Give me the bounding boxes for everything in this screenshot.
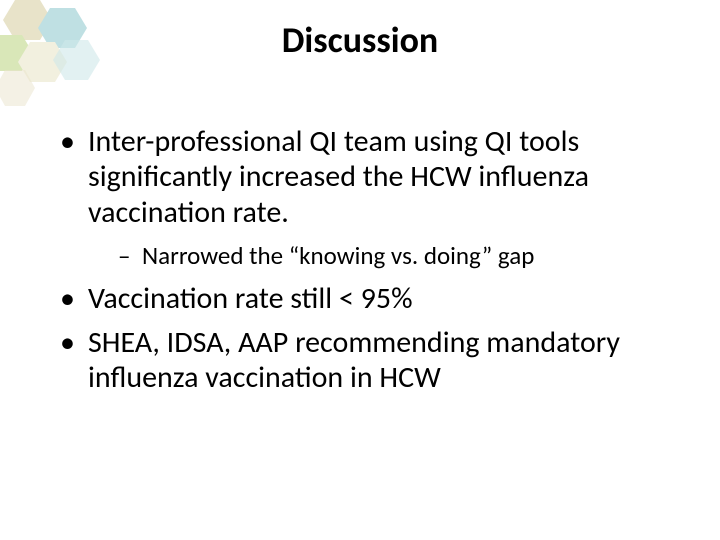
bullet-item: Inter-professional QI team using QI tool… bbox=[60, 124, 680, 271]
bullet-item: Vaccination rate still < 95% bbox=[60, 281, 680, 316]
bullet-text: Vaccination rate still < 95% bbox=[88, 280, 413, 317]
bullet-list: Inter-professional QI team using QI tool… bbox=[40, 124, 680, 396]
bullet-item: SHEA, IDSA, AAP recommending mandatory i… bbox=[60, 325, 680, 396]
slide: Discussion Inter-professional QI team us… bbox=[0, 0, 720, 540]
bullet-text: Inter-professional QI team using QI tool… bbox=[88, 123, 589, 231]
sub-bullet-item: Narrowed the “knowing vs. doing” gap bbox=[118, 240, 680, 271]
sub-bullet-text: Narrowed the “knowing vs. doing” gap bbox=[142, 240, 534, 271]
sub-bullet-list: Narrowed the “knowing vs. doing” gap bbox=[88, 240, 680, 271]
slide-title: Discussion bbox=[40, 18, 680, 62]
bullet-text: SHEA, IDSA, AAP recommending mandatory i… bbox=[88, 324, 620, 396]
